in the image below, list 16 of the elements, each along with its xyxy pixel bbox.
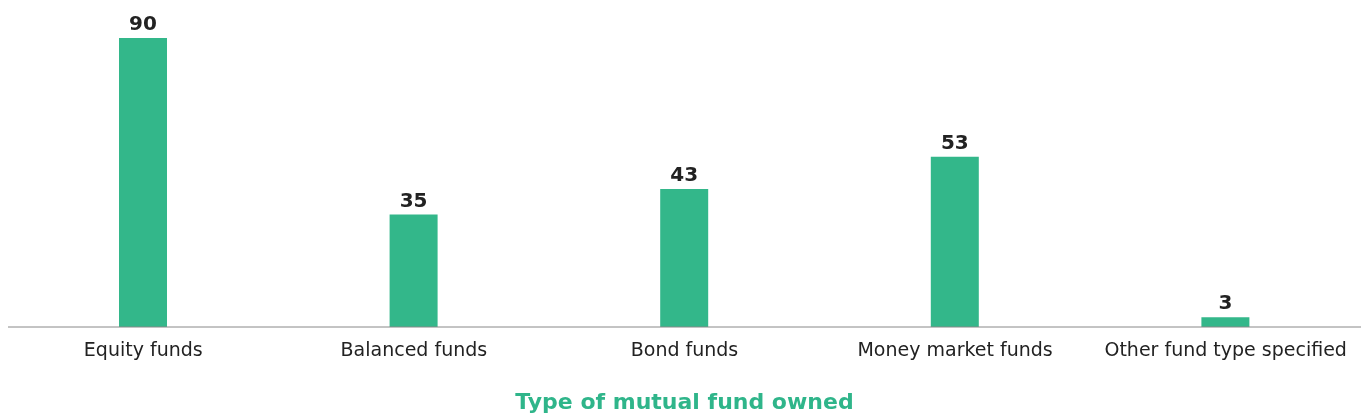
x-tick-label: Balanced funds [340,338,488,361]
bar [660,188,709,327]
x-tick-label: Money market funds [857,338,1053,361]
data-label: 90 [129,11,157,35]
bar [389,214,438,327]
x-tick-label: Equity funds [83,338,203,361]
x-axis-title: Type of mutual fund owned [515,389,854,414]
data-label: 35 [399,187,428,212]
bar [1201,317,1250,327]
bar [119,38,167,327]
x-tick-label: Other fund type specified [1104,338,1347,361]
data-label: 43 [670,161,699,186]
data-label: 53 [940,129,969,154]
data-label: 3 [1218,290,1233,315]
x-tick-label: Bond funds [630,338,739,361]
bar [930,156,979,327]
